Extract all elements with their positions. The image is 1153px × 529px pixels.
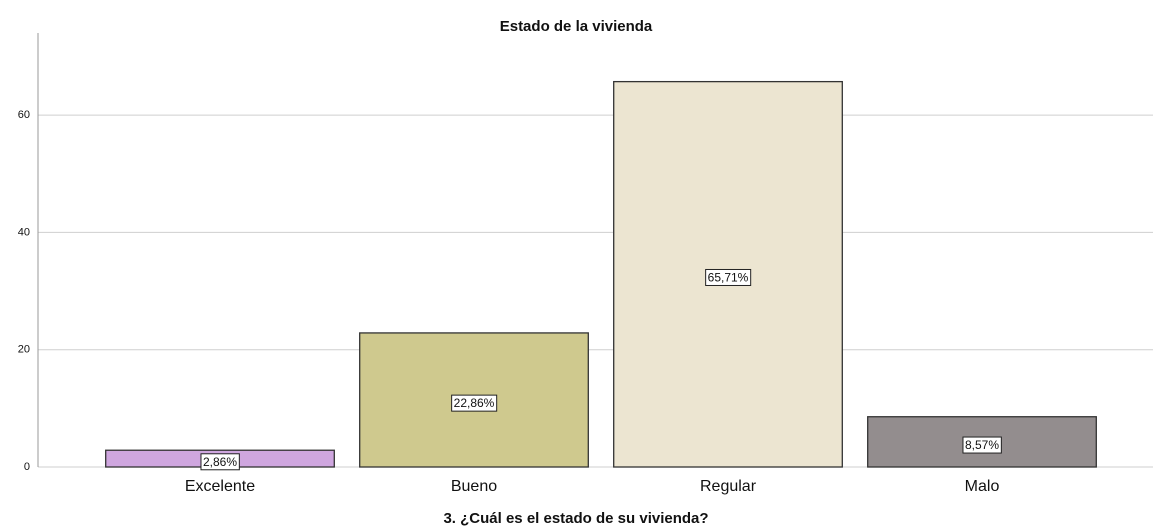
data-label-box bbox=[451, 394, 498, 412]
data-label: 22,86% bbox=[454, 396, 495, 410]
data-label-box bbox=[200, 453, 240, 471]
x-tick-label: Regular bbox=[700, 478, 757, 495]
data-label: 65,71% bbox=[708, 270, 749, 284]
chart-title: Estado de la vivienda bbox=[500, 18, 653, 35]
y-tick-label: 20 bbox=[18, 344, 30, 356]
y-tick-label: 40 bbox=[18, 226, 30, 238]
y-tick-label: 60 bbox=[18, 109, 30, 121]
data-label-box bbox=[705, 268, 752, 286]
data-label-box bbox=[962, 436, 1002, 454]
data-label: 8,57% bbox=[965, 438, 999, 452]
x-tick-label: Malo bbox=[965, 478, 1000, 495]
x-tick-label: Excelente bbox=[185, 478, 255, 495]
y-tick-label: 0 bbox=[24, 461, 30, 473]
x-axis-label: 3. ¿Cuál es el estado de su vivienda? bbox=[443, 510, 708, 527]
data-label: 2,86% bbox=[203, 455, 237, 469]
x-tick-label: Bueno bbox=[451, 478, 497, 495]
